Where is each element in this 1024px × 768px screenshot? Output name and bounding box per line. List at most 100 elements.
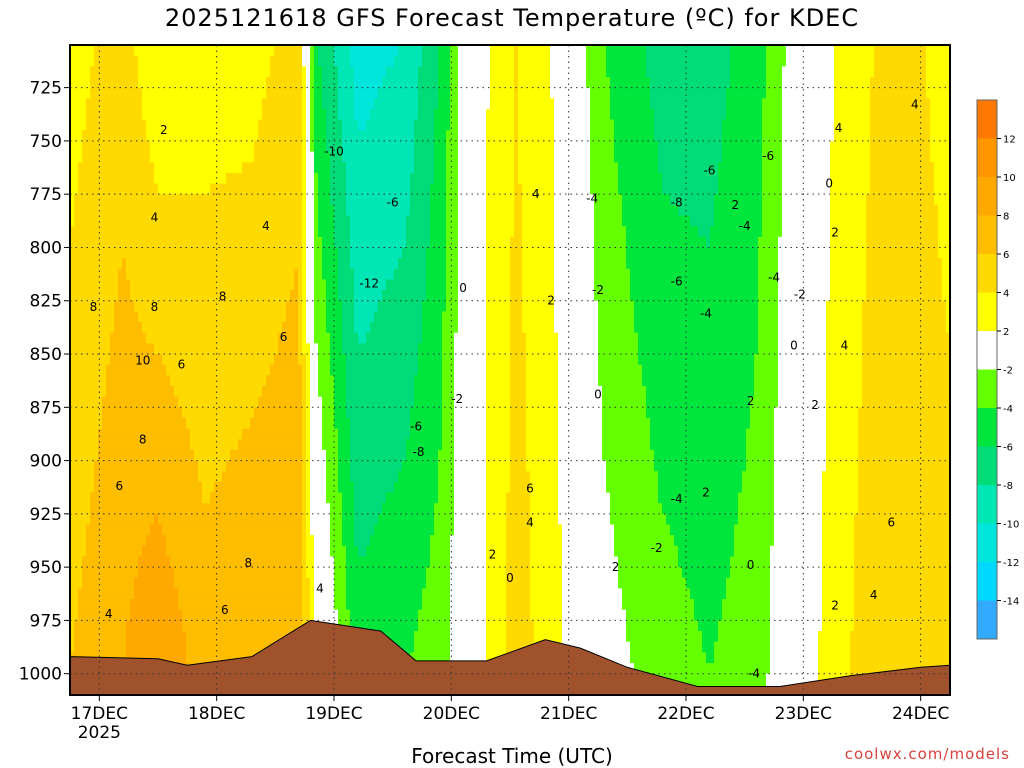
temperature-cell bbox=[206, 503, 211, 515]
temperature-cell bbox=[270, 588, 275, 600]
temperature-cell bbox=[94, 108, 99, 121]
temperature-cell bbox=[110, 417, 115, 430]
temperature-cell bbox=[394, 428, 399, 440]
temperature-cell bbox=[310, 162, 315, 174]
temperature-cell bbox=[270, 300, 275, 312]
temperature-cell bbox=[290, 524, 295, 536]
temperature-cell bbox=[178, 364, 183, 376]
temperature-cell bbox=[290, 140, 295, 153]
temperature-cell bbox=[162, 652, 167, 664]
temperature-cell bbox=[306, 524, 311, 536]
temperature-cell bbox=[390, 439, 395, 451]
temperature-cell bbox=[322, 407, 327, 419]
temperature-cell bbox=[346, 66, 351, 78]
temperature-cell bbox=[146, 439, 151, 451]
temperature-cell bbox=[322, 226, 327, 238]
temperature-cell bbox=[270, 108, 275, 121]
temperature-cell bbox=[238, 375, 243, 387]
temperature-cell bbox=[114, 194, 119, 206]
temperature-cell bbox=[290, 545, 295, 557]
temperature-cell bbox=[106, 311, 111, 323]
temperature-cell bbox=[110, 130, 115, 142]
temperature-cell bbox=[150, 492, 155, 504]
temperature-cell bbox=[346, 492, 351, 504]
temperature-cell bbox=[394, 556, 399, 568]
temperature-cell bbox=[354, 236, 359, 248]
temperature-cell bbox=[230, 545, 235, 557]
temperature-cell bbox=[206, 268, 211, 280]
temperature-cell bbox=[322, 98, 327, 110]
temperature-cell bbox=[226, 407, 231, 419]
temperature-cell bbox=[194, 417, 199, 430]
temperature-cell bbox=[222, 87, 227, 99]
temperature-cell bbox=[238, 641, 243, 653]
temperature-cell bbox=[242, 396, 247, 408]
temperature-cell bbox=[294, 140, 299, 153]
temperature-cell bbox=[294, 247, 299, 259]
temperature-cell bbox=[126, 609, 131, 621]
temperature-cell bbox=[86, 556, 91, 568]
temperature-cell bbox=[230, 76, 235, 89]
temperature-cell bbox=[362, 258, 367, 270]
temperature-cell bbox=[282, 258, 287, 270]
temperature-cell bbox=[326, 300, 331, 312]
temperature-cell bbox=[274, 119, 279, 131]
temperature-cell bbox=[282, 556, 287, 568]
temperature-cell bbox=[122, 364, 127, 376]
temperature-cell bbox=[250, 183, 255, 195]
temperature-cell bbox=[106, 87, 111, 99]
temperature-cell bbox=[326, 428, 331, 440]
temperature-cell bbox=[142, 332, 147, 344]
temperature-cell bbox=[70, 215, 75, 227]
temperature-cell bbox=[234, 481, 239, 494]
temperature-cell bbox=[214, 279, 219, 291]
temperature-cell bbox=[262, 151, 267, 163]
temperature-cell bbox=[158, 204, 163, 216]
temperature-cell bbox=[302, 556, 307, 568]
temperature-cell bbox=[378, 66, 383, 78]
temperature-cell bbox=[130, 66, 135, 78]
temperature-cell bbox=[210, 428, 215, 440]
temperature-cell bbox=[122, 343, 127, 355]
temperature-cell bbox=[330, 385, 335, 398]
temperature-cell bbox=[110, 194, 115, 206]
temperature-cell bbox=[210, 631, 215, 643]
temperature-cell bbox=[350, 545, 355, 557]
temperature-cell bbox=[78, 599, 83, 611]
temperature-cell bbox=[326, 556, 331, 568]
temperature-cell bbox=[150, 556, 155, 568]
temperature-cell bbox=[394, 449, 399, 462]
temperature-cell bbox=[366, 609, 371, 621]
temperature-cell bbox=[286, 535, 291, 547]
temperature-cell bbox=[382, 588, 387, 600]
temperature-cell bbox=[142, 108, 147, 121]
temperature-cell bbox=[318, 183, 323, 195]
temperature-cell bbox=[78, 55, 83, 67]
temperature-cell bbox=[290, 343, 295, 355]
temperature-cell bbox=[78, 332, 83, 344]
temperature-cell bbox=[378, 236, 383, 248]
temperature-cell bbox=[334, 609, 339, 621]
temperature-cell bbox=[134, 407, 139, 419]
temperature-cell bbox=[314, 183, 319, 195]
temperature-cell bbox=[394, 545, 399, 557]
temperature-cell bbox=[198, 492, 203, 504]
temperature-cell bbox=[366, 588, 371, 600]
temperature-cell bbox=[94, 417, 99, 430]
temperature-cell bbox=[134, 66, 139, 78]
temperature-cell bbox=[142, 343, 147, 355]
temperature-cell bbox=[166, 204, 171, 216]
temperature-cell bbox=[290, 204, 295, 216]
temperature-cell bbox=[90, 460, 95, 472]
temperature-cell bbox=[194, 385, 199, 398]
temperature-cell bbox=[250, 631, 255, 643]
temperature-cell bbox=[178, 226, 183, 238]
temperature-cell bbox=[342, 87, 347, 99]
temperature-cell bbox=[374, 215, 379, 227]
temperature-cell bbox=[350, 215, 355, 227]
temperature-cell bbox=[254, 460, 259, 472]
temperature-cell bbox=[162, 162, 167, 174]
temperature-cell bbox=[374, 162, 379, 174]
temperature-cell bbox=[118, 577, 123, 589]
temperature-cell bbox=[166, 354, 171, 366]
